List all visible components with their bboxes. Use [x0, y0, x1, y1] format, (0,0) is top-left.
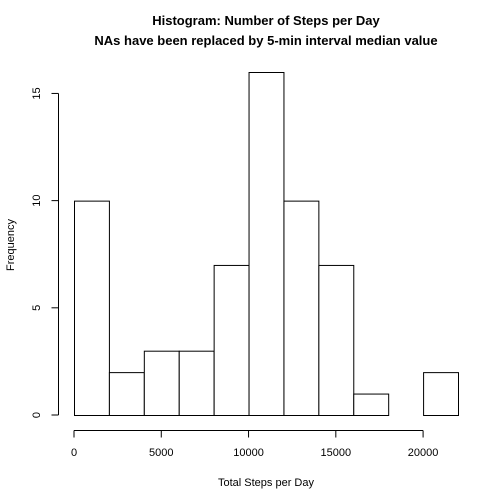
y-axis-label: Frequency [5, 219, 17, 271]
y-tick-label: 15 [31, 87, 43, 99]
x-tick-label: 15000 [321, 447, 352, 459]
y-tick-label: 10 [31, 195, 43, 207]
x-tick-label: 0 [71, 447, 77, 459]
histogram-bar [318, 264, 355, 416]
bars-group [74, 72, 460, 416]
histogram-bar [283, 200, 320, 416]
chart-subtitle: NAs have been replaced by 5-min interval… [94, 33, 437, 48]
x-axis: 0 5000 10000 15000 20000 [71, 430, 439, 459]
histogram-bar [143, 350, 180, 416]
histogram-bar [353, 393, 390, 416]
histogram-bar [213, 264, 250, 416]
x-axis-label: Total Steps per Day [218, 477, 314, 489]
histogram-bar [178, 350, 215, 416]
chart-title: Histogram: Number of Steps per Day [152, 13, 380, 28]
histogram-bar [248, 72, 285, 416]
histogram-bar [108, 372, 145, 416]
y-tick-label: 0 [31, 412, 43, 418]
histogram-bar [74, 200, 110, 416]
y-tick-label: 5 [31, 305, 43, 311]
y-axis: 0 5 10 15 [31, 87, 59, 418]
histogram-bar [423, 372, 460, 416]
x-tick-label: 20000 [408, 447, 439, 459]
x-tick-label: 5000 [149, 447, 173, 459]
x-tick-label: 10000 [233, 447, 264, 459]
